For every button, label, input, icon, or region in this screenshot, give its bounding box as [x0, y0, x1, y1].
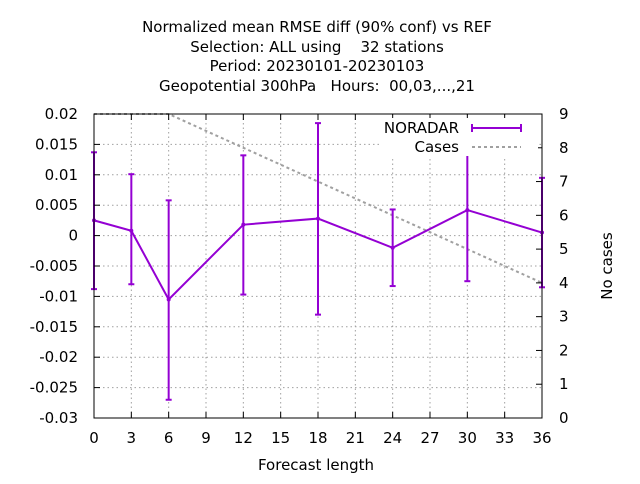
y-tick-label: -0.03 [39, 409, 78, 427]
x-tick-label: 30 [458, 429, 477, 447]
y-axis-tick-labels: 0.02 0.015 0.01 0.005 0 -0.005 -0.01 -0.015 -0.0… [30, 105, 78, 427]
y-tick-label: 0.01 [45, 166, 78, 184]
legend: NORADAR Cases [380, 118, 538, 156]
noradar-point [166, 297, 171, 302]
chart-title-line-4: Geopotential 300hPa Hours: 00,03,...,21 [159, 77, 475, 95]
y2-axis-tick-labels: 9 8 7 6 5 4 3 2 1 0 [559, 105, 569, 427]
legend-label-cases: Cases [414, 138, 459, 156]
chart-title-line-3: Period: 20230101-20230103 [210, 57, 425, 75]
noradar-point [390, 245, 395, 250]
noradar-point [465, 208, 470, 213]
x-tick-label: 36 [532, 429, 551, 447]
x-tick-label: 12 [234, 429, 253, 447]
y2-tick-label: 1 [559, 375, 569, 393]
y2-tick-label: 4 [559, 274, 569, 292]
x-tick-label: 21 [346, 429, 365, 447]
x-tick-label: 18 [308, 429, 327, 447]
y-tick-label: -0.015 [30, 318, 78, 336]
y2-tick-label: 3 [559, 308, 569, 326]
y2-tick-label: 9 [559, 105, 569, 123]
y2-tick-label: 8 [559, 139, 569, 157]
x-axis-tick-labels: 0 3 6 9 12 15 18 21 24 27 30 33 36 [89, 429, 551, 447]
x-tick-label: 9 [201, 429, 211, 447]
y-tick-label: 0.005 [35, 196, 78, 214]
noradar-point [241, 222, 246, 227]
legend-label-noradar: NORADAR [384, 119, 459, 137]
noradar-line [93, 208, 543, 302]
x-tick-label: 3 [127, 429, 137, 447]
x-axis-label: Forecast length [258, 456, 374, 474]
y2-tick-label: 6 [559, 206, 569, 224]
y-tick-label: -0.025 [30, 379, 78, 397]
x-tick-label: 24 [383, 429, 402, 447]
chart-title-line-2: Selection: ALL using 32 stations [190, 38, 444, 56]
y2-tick-label: 7 [559, 173, 569, 191]
y2-axis-label: No cases [598, 232, 616, 300]
y-tick-label: 0.015 [35, 135, 78, 153]
legend-sample-noradar [471, 124, 522, 132]
axis-ticks [93, 113, 543, 419]
chart-title-line-1: Normalized mean RMSE diff (90% conf) vs … [142, 18, 492, 36]
chart-title: Normalized mean RMSE diff (90% conf) vs … [142, 18, 492, 95]
x-tick-label: 6 [164, 429, 174, 447]
y-tick-label: 0.02 [45, 105, 78, 123]
y2-tick-label: 2 [559, 341, 569, 359]
x-tick-label: 0 [89, 429, 99, 447]
y-tick-label: -0.01 [39, 287, 78, 305]
x-tick-label: 27 [420, 429, 439, 447]
y-tick-label: -0.02 [39, 348, 78, 366]
y-tick-label: 0 [68, 227, 78, 245]
noradar-point [129, 228, 134, 233]
y2-tick-label: 0 [559, 409, 569, 427]
y2-tick-label: 5 [559, 240, 569, 258]
x-tick-label: 33 [495, 429, 514, 447]
noradar-point [316, 216, 320, 221]
x-tick-label: 15 [271, 429, 290, 447]
legend-background [380, 118, 538, 156]
y-tick-label: -0.005 [30, 257, 78, 275]
